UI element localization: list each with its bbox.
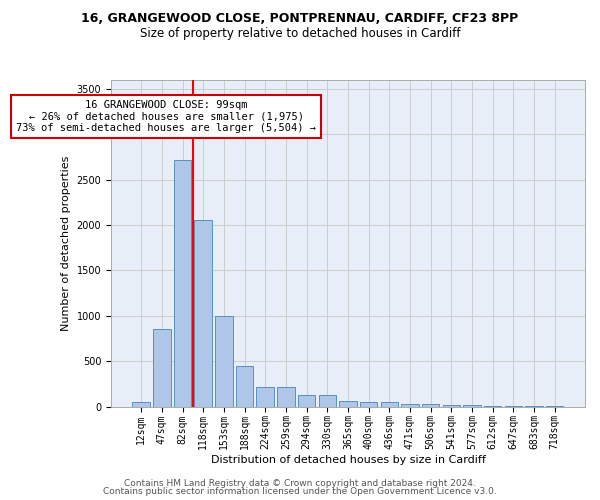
Text: 16, GRANGEWOOD CLOSE, PONTPRENNAU, CARDIFF, CF23 8PP: 16, GRANGEWOOD CLOSE, PONTPRENNAU, CARDI…	[82, 12, 518, 26]
Bar	[443, 404, 460, 406]
Bar	[256, 386, 274, 406]
X-axis label: Distribution of detached houses by size in Cardiff: Distribution of detached houses by size …	[211, 455, 485, 465]
Bar	[236, 366, 253, 406]
Bar	[401, 404, 419, 406]
Bar	[153, 330, 171, 406]
Bar	[277, 386, 295, 406]
Bar	[463, 405, 481, 406]
Bar	[194, 220, 212, 406]
Bar	[215, 316, 233, 406]
Bar	[133, 402, 150, 406]
Text: Contains public sector information licensed under the Open Government Licence v3: Contains public sector information licen…	[103, 487, 497, 496]
Y-axis label: Number of detached properties: Number of detached properties	[61, 156, 71, 331]
Bar	[174, 160, 191, 406]
Bar	[319, 395, 336, 406]
Text: 16 GRANGEWOOD CLOSE: 99sqm
← 26% of detached houses are smaller (1,975)
73% of s: 16 GRANGEWOOD CLOSE: 99sqm ← 26% of deta…	[16, 100, 316, 133]
Bar	[298, 395, 316, 406]
Text: Size of property relative to detached houses in Cardiff: Size of property relative to detached ho…	[140, 28, 460, 40]
Text: Contains HM Land Registry data © Crown copyright and database right 2024.: Contains HM Land Registry data © Crown c…	[124, 478, 476, 488]
Bar	[360, 402, 377, 406]
Bar	[339, 401, 357, 406]
Bar	[422, 404, 439, 406]
Bar	[380, 402, 398, 406]
